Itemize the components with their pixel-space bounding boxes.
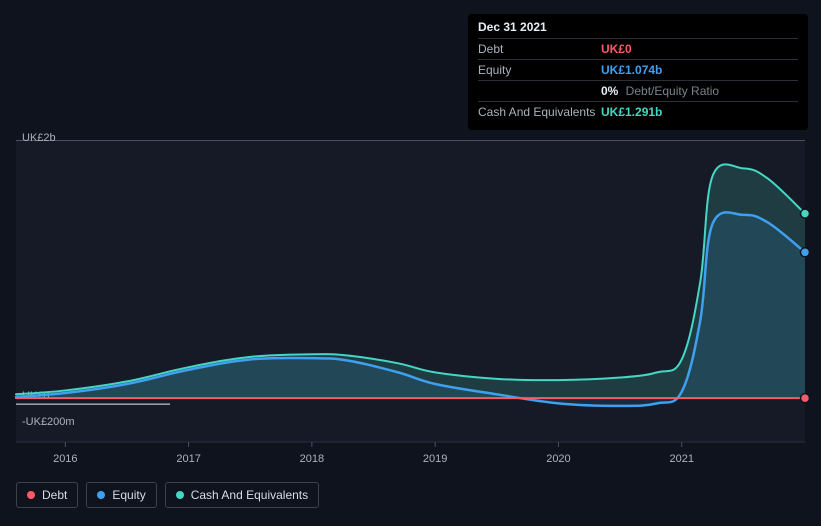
legend-item[interactable]: Cash And Equivalents: [165, 482, 319, 508]
x-axis-label: 2021: [669, 453, 693, 465]
tooltip-row: 0% Debt/Equity Ratio: [478, 80, 798, 101]
legend-dot-icon: [97, 491, 105, 499]
legend-label: Debt: [42, 488, 67, 502]
legend-label: Cash And Equivalents: [191, 488, 308, 502]
x-axis-label: 2017: [176, 453, 200, 465]
tooltip-date: Dec 31 2021: [478, 20, 798, 38]
tooltip-row: Cash And EquivalentsUK£1.291b: [478, 101, 798, 122]
legend-label: Equity: [112, 488, 145, 502]
tooltip-label: Debt: [478, 42, 601, 56]
tooltip-value: 0% Debt/Equity Ratio: [601, 84, 719, 98]
legend-dot-icon: [27, 491, 35, 499]
x-axis-label: 2018: [300, 453, 324, 465]
legend-item[interactable]: Equity: [86, 482, 156, 508]
tooltip-label: Equity: [478, 63, 601, 77]
x-axis-label: 2020: [546, 453, 570, 465]
x-axis-labels: 2016 2017 2018 2019 2020 2021: [16, 445, 805, 467]
tooltip-rows: DebtUK£0EquityUK£1.074b0% Debt/Equity Ra…: [478, 38, 798, 122]
series-end-marker: [801, 209, 810, 218]
tooltip-label: [478, 84, 601, 98]
area-chart[interactable]: [16, 122, 805, 442]
series-end-marker: [801, 248, 810, 257]
tooltip-value: UK£0: [601, 42, 632, 56]
tooltip-value: UK£1.291b: [601, 105, 662, 119]
series-line: [16, 212, 805, 406]
tooltip-value: UK£1.074b: [601, 63, 662, 77]
tooltip-row: EquityUK£1.074b: [478, 59, 798, 80]
chart-legend: Debt Equity Cash And Equivalents: [16, 482, 319, 508]
tooltip-row: DebtUK£0: [478, 38, 798, 59]
x-axis-label: 2016: [53, 453, 77, 465]
x-axis-label: 2019: [423, 453, 447, 465]
chart-tooltip: Dec 31 2021 DebtUK£0EquityUK£1.074b0% De…: [468, 14, 808, 130]
series-end-marker: [801, 394, 810, 403]
tooltip-label: Cash And Equivalents: [478, 105, 601, 119]
tooltip-subtext: Debt/Equity Ratio: [622, 84, 719, 98]
legend-dot-icon: [176, 491, 184, 499]
legend-item[interactable]: Debt: [16, 482, 78, 508]
series-area: [16, 164, 805, 398]
